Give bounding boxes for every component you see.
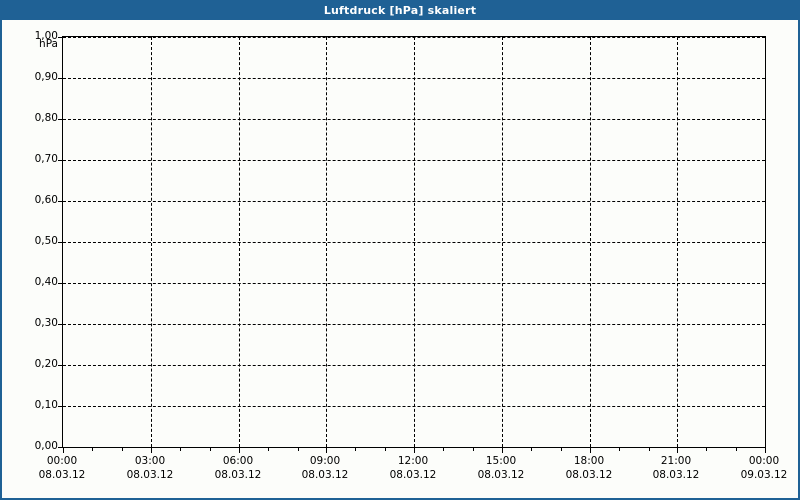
gridline-vertical <box>414 37 415 447</box>
x-axis-minor-tick-mark <box>443 447 444 451</box>
y-axis-tick-mark <box>58 447 63 448</box>
x-axis-tick-mark <box>239 447 240 453</box>
x-axis-minor-tick-mark <box>531 447 532 451</box>
y-axis-tick-mark <box>58 78 63 79</box>
gridline-vertical <box>677 37 678 447</box>
gridline-vertical <box>590 37 591 447</box>
y-axis-tick-label: 0,30 <box>34 317 58 329</box>
x-axis-tick-label: 12:00 08.03.12 <box>368 454 458 482</box>
y-axis-tick-mark <box>58 406 63 407</box>
x-axis-tick-label: 06:00 08.03.12 <box>193 454 283 482</box>
y-axis-tick-mark <box>58 201 63 202</box>
y-axis-tick-label: 0,90 <box>34 71 58 83</box>
x-axis-tick-time: 09:00 <box>309 455 341 467</box>
x-axis-minor-tick-mark <box>122 447 123 451</box>
x-axis-tick-mark <box>590 447 591 453</box>
x-axis-minor-tick-mark <box>649 447 650 451</box>
x-axis-tick-label: 21:00 08.03.12 <box>631 454 721 482</box>
x-axis-minor-tick-mark <box>298 447 299 451</box>
x-axis-minor-tick-mark <box>706 447 707 451</box>
x-axis-tick-label: 03:00 08.03.12 <box>105 454 195 482</box>
x-axis-minor-tick-mark <box>561 447 562 451</box>
y-axis-tick-label: 0,10 <box>34 399 58 411</box>
chart-area: hPa 1,00 0,90 0,80 0,70 0,60 0,50 0,40 0,30 0,20… <box>2 20 798 498</box>
window-title: Luftdruck [hPa] skaliert <box>323 3 477 17</box>
x-axis-minor-tick-mark <box>619 447 620 451</box>
plot-frame <box>58 36 766 453</box>
x-axis-minor-tick-mark <box>180 447 181 451</box>
x-axis-tick-time: 18:00 <box>573 455 605 467</box>
y-axis-tick-mark <box>58 365 63 366</box>
x-axis-tick-mark <box>502 447 503 453</box>
x-axis-tick-mark <box>677 447 678 453</box>
x-axis-tick-mark <box>414 447 415 453</box>
y-axis-tick-mark <box>58 160 63 161</box>
x-axis-tick-date: 08.03.12 <box>477 469 525 481</box>
x-axis-minor-tick-mark <box>268 447 269 451</box>
y-axis-unit-label: hPa <box>39 38 58 50</box>
x-axis-tick-mark <box>63 447 64 453</box>
x-axis-tick-time: 00:00 <box>748 455 780 467</box>
y-axis-tick-mark <box>58 242 63 243</box>
x-axis-tick-date: 08.03.12 <box>126 469 174 481</box>
y-axis-tick-label: 0,40 <box>34 276 58 288</box>
x-axis-tick-label: 09:00 08.03.12 <box>280 454 370 482</box>
x-axis-tick-time: 12:00 <box>397 455 429 467</box>
x-axis-tick-date: 09.03.12 <box>740 469 788 481</box>
x-axis-tick-date: 08.03.12 <box>214 469 262 481</box>
gridline-vertical <box>502 37 503 447</box>
y-axis-tick-label: 0,20 <box>34 358 58 370</box>
x-axis-tick-date: 08.03.12 <box>301 469 349 481</box>
y-axis-tick-mark <box>58 119 63 120</box>
x-axis-minor-tick-mark <box>92 447 93 451</box>
y-axis-tick-mark <box>58 283 63 284</box>
gridline-vertical <box>326 37 327 447</box>
x-axis-tick-date: 08.03.12 <box>652 469 700 481</box>
x-axis-tick-mark <box>765 447 766 453</box>
x-axis-tick-time: 00:00 <box>46 455 78 467</box>
x-axis-tick-date: 08.03.12 <box>565 469 613 481</box>
x-axis-tick-label: 00:00 09.03.12 <box>719 454 800 482</box>
x-axis-tick-time: 15:00 <box>485 455 517 467</box>
x-axis-tick-time: 21:00 <box>660 455 692 467</box>
y-axis-tick-label: 0,00 <box>34 440 58 452</box>
x-axis-minor-tick-mark <box>473 447 474 451</box>
x-axis-tick-mark <box>326 447 327 453</box>
y-axis-tick-mark <box>58 324 63 325</box>
x-axis-tick-time: 06:00 <box>222 455 254 467</box>
gridline-vertical <box>239 37 240 447</box>
x-axis-tick-date: 08.03.12 <box>38 469 86 481</box>
y-axis-tick-mark <box>58 37 63 38</box>
x-axis-tick-date: 08.03.12 <box>389 469 437 481</box>
x-axis-minor-tick-mark <box>210 447 211 451</box>
x-axis-tick-time: 03:00 <box>134 455 166 467</box>
x-axis-tick-label: 00:00 08.03.12 <box>17 454 107 482</box>
y-axis-tick-label: 1,00 <box>34 30 58 42</box>
x-axis-tick-label: 18:00 08.03.12 <box>544 454 634 482</box>
x-axis-minor-tick-mark <box>736 447 737 451</box>
x-axis-minor-tick-mark <box>355 447 356 451</box>
y-axis-tick-label: 0,80 <box>34 112 58 124</box>
window-titlebar: Luftdruck [hPa] skaliert <box>0 0 800 20</box>
x-axis-tick-label: 15:00 08.03.12 <box>456 454 546 482</box>
y-axis-tick-label: 0,70 <box>34 153 58 165</box>
y-axis-tick-label: 0,60 <box>34 194 58 206</box>
x-axis-tick-mark <box>151 447 152 453</box>
gridline-vertical <box>151 37 152 447</box>
y-axis-tick-label: 0,50 <box>34 235 58 247</box>
x-axis-minor-tick-mark <box>385 447 386 451</box>
